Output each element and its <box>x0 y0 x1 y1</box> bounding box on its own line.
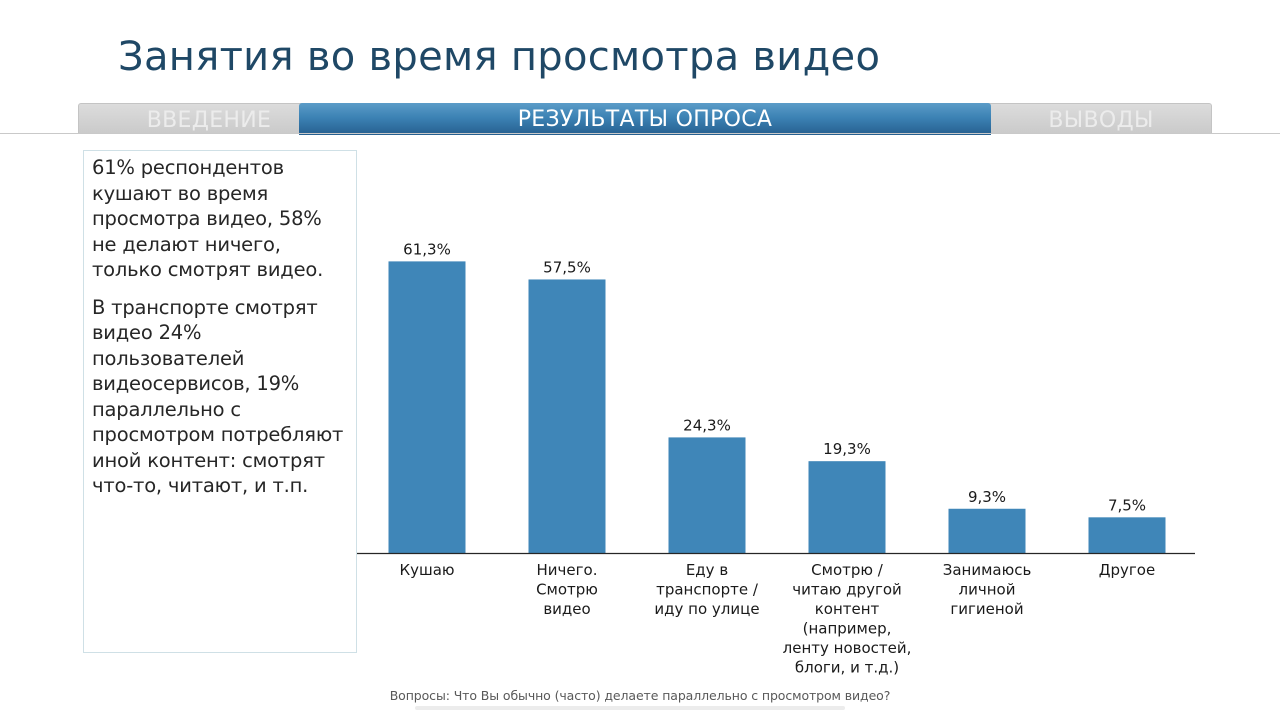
data-label-0: 61,3% <box>403 240 451 258</box>
section-tabs: Введение Результаты опроса Выводы <box>78 103 1212 135</box>
footer-decoration <box>415 706 845 710</box>
tab-survey-results[interactable]: Результаты опроса <box>299 103 991 135</box>
category-label-1: Ничего. Смотрю видео <box>536 561 598 618</box>
survey-question-footnote: Вопросы: Что Вы обычно (часто) делаете п… <box>389 688 891 703</box>
data-label-5: 7,5% <box>1108 496 1146 514</box>
header-divider <box>0 133 1280 134</box>
category-label-0: Кушаю <box>399 561 454 579</box>
bar-3 <box>808 461 886 553</box>
data-label-3: 19,3% <box>823 440 871 458</box>
category-label-5: Другое <box>1099 561 1155 579</box>
data-label-2: 24,3% <box>683 416 731 434</box>
category-label-4: Занимаюсь личной гигиеной <box>943 561 1032 618</box>
tab-intro[interactable]: Введение <box>146 108 272 133</box>
data-label-4: 9,3% <box>968 488 1006 506</box>
bar-4 <box>948 508 1026 553</box>
tab-conclusions[interactable]: Выводы <box>1048 108 1154 133</box>
bar-1 <box>528 279 606 553</box>
bar-2 <box>668 437 746 553</box>
bar-5 <box>1088 517 1166 553</box>
page-title: Занятия во время просмотра видео <box>118 34 881 80</box>
bar-chart: 61,3% Кушаю 57,5% Ничего. Смотрю видео 24,3% Ед… <box>357 240 1195 677</box>
summary-box: 61% респондентов кушают во время просмот… <box>83 150 357 653</box>
bar-0 <box>388 261 466 553</box>
category-label-3: Смотрю / читаю другой контент (например, лен… <box>783 561 912 677</box>
summary-paragraph-2: В транспорте смотрят видео 24% пользоват… <box>92 295 344 498</box>
data-label-1: 57,5% <box>543 258 591 276</box>
summary-paragraph-1: 61% респондентов кушают во время просмот… <box>92 156 324 281</box>
category-label-2: Еду в транспорте / иду по улице <box>654 561 759 618</box>
